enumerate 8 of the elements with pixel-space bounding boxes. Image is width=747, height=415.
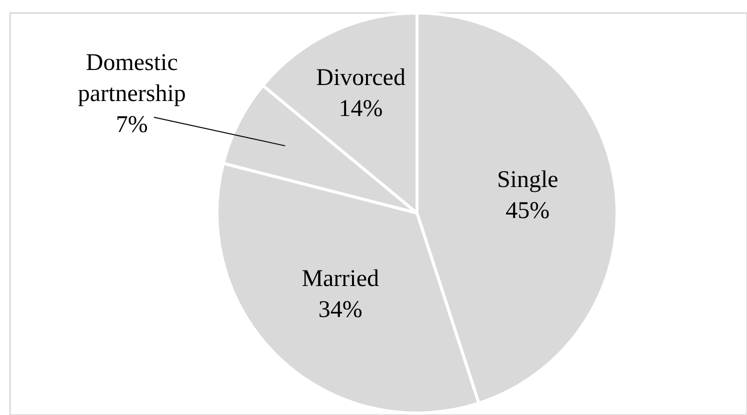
slice-label: Divorced — [316, 65, 406, 92]
slice-label: Single — [496, 166, 558, 193]
slice-label: Domestic partnership — [78, 50, 186, 108]
data-label: 7% — [116, 112, 148, 138]
data-label: 45% — [506, 198, 550, 224]
data-label: 14% — [338, 96, 383, 122]
data-label: 34% — [318, 297, 362, 324]
slice-label: Married — [302, 266, 379, 292]
